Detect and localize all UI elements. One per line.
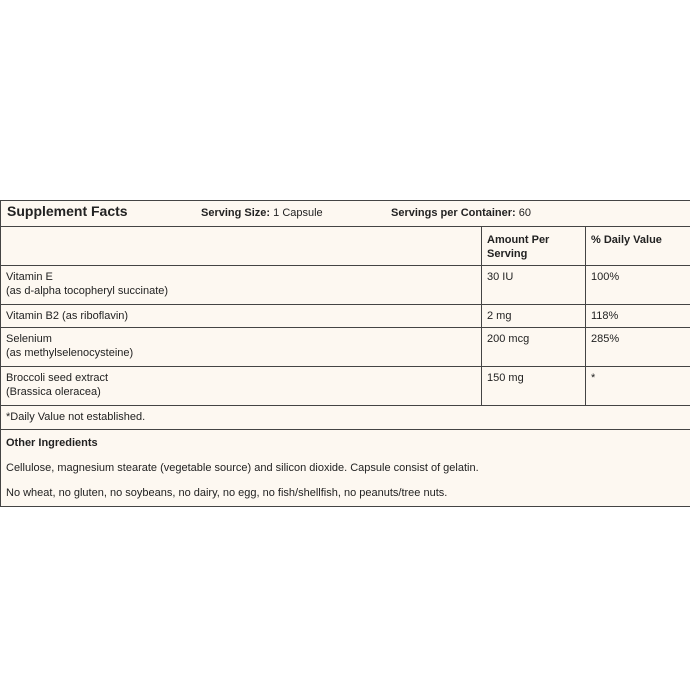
nutrient-name: Selenium (as methylselenocysteine) bbox=[0, 327, 482, 367]
serving-size: Serving Size: 1 Capsule bbox=[201, 206, 391, 220]
detail: (as methylselenocysteine) bbox=[6, 347, 134, 359]
column-header-row: Amount Per Serving % Daily Value bbox=[0, 226, 690, 266]
other-ingredients: Other Ingredients Cellulose, magnesium s… bbox=[0, 429, 690, 507]
nutrient-name: Vitamin B2 (as riboflavin) bbox=[0, 304, 482, 328]
amount: 200 mcg bbox=[481, 327, 586, 367]
nutrient-row: Selenium (as methylselenocysteine) 200 mc… bbox=[0, 327, 690, 367]
detail: (Brassica oleracea) bbox=[6, 386, 101, 398]
header-cell: Supplement Facts Serving Size: 1 Capsule S… bbox=[0, 200, 690, 227]
value: 1 Capsule bbox=[273, 207, 323, 219]
supplement-facts: Supplement Facts Serving Size: 1 Capsule S… bbox=[0, 200, 690, 507]
servings: Servings per Container: 60 bbox=[391, 207, 531, 219]
detail: (as d-alpha tocopheryl succinate) bbox=[6, 285, 169, 297]
value: 60 bbox=[518, 207, 532, 219]
label: Serving Size: bbox=[201, 207, 271, 219]
nutrient-row: Broccoli seed extract (Brassica oleracea)… bbox=[0, 366, 690, 406]
label: Servings per Container: bbox=[391, 207, 516, 219]
daily-value: 118% bbox=[584, 304, 690, 328]
nutrient-name: Vitamin E (as d-alpha tocopheryl succinat… bbox=[0, 265, 482, 305]
footnote-row: *Daily Value not established. bbox=[0, 405, 690, 430]
paragraph: Cellulose, magnesium stearate (vegetable… bbox=[6, 462, 479, 474]
name: Selenium bbox=[6, 333, 52, 345]
footnote: *Daily Value not established. bbox=[0, 405, 690, 430]
daily-value: 100% bbox=[584, 265, 690, 305]
nutrient-name: Broccoli seed extract (Brassica oleracea) bbox=[0, 366, 482, 406]
daily-value: 285% bbox=[584, 327, 690, 367]
column-header: Amount Per Serving bbox=[481, 226, 586, 266]
amount: 150 mg bbox=[481, 366, 586, 406]
daily-value: * bbox=[584, 366, 690, 406]
nutrient-row: Vitamin E (as d-alpha tocopheryl succinat… bbox=[0, 265, 690, 305]
nutrient-row: Vitamin B2 (as riboflavin) 2 mg 118% bbox=[0, 304, 690, 328]
amount: 2 mg bbox=[481, 304, 586, 328]
other-ingredients-row: Other Ingredients Cellulose, magnesium s… bbox=[0, 429, 690, 507]
paragraph: No wheat, no gluten, no soybeans, no dai… bbox=[6, 487, 448, 499]
name: Broccoli seed extract bbox=[6, 372, 109, 384]
amount: 30 IU bbox=[481, 265, 586, 305]
header-row: Supplement Facts Serving Size: 1 Capsule S… bbox=[0, 200, 690, 227]
blank-cell bbox=[0, 226, 482, 266]
column-header: % Daily Value bbox=[584, 226, 690, 266]
title: Supplement Facts bbox=[7, 203, 128, 219]
name: Vitamin E bbox=[6, 271, 53, 283]
facts-table: Supplement Facts Serving Size: 1 Capsule S… bbox=[0, 200, 690, 507]
section-title: Other Ingredients bbox=[6, 437, 98, 449]
